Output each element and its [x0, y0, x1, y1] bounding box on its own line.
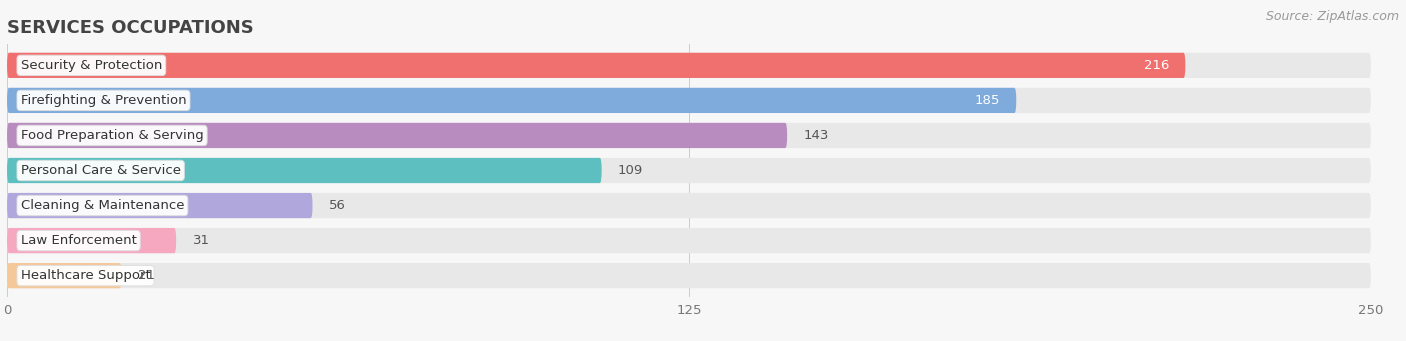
- Text: 143: 143: [803, 129, 830, 142]
- Text: Source: ZipAtlas.com: Source: ZipAtlas.com: [1265, 10, 1399, 23]
- Text: Firefighting & Prevention: Firefighting & Prevention: [21, 94, 186, 107]
- FancyBboxPatch shape: [7, 193, 312, 218]
- Text: Personal Care & Service: Personal Care & Service: [21, 164, 180, 177]
- Text: 21: 21: [138, 269, 155, 282]
- FancyBboxPatch shape: [7, 263, 121, 288]
- FancyBboxPatch shape: [7, 158, 1371, 183]
- FancyBboxPatch shape: [7, 193, 1371, 218]
- Text: 216: 216: [1143, 59, 1168, 72]
- Text: 56: 56: [329, 199, 346, 212]
- Text: Healthcare Support: Healthcare Support: [21, 269, 150, 282]
- Text: SERVICES OCCUPATIONS: SERVICES OCCUPATIONS: [7, 19, 253, 37]
- FancyBboxPatch shape: [7, 228, 176, 253]
- FancyBboxPatch shape: [7, 263, 1371, 288]
- Text: 109: 109: [619, 164, 644, 177]
- FancyBboxPatch shape: [7, 228, 1371, 253]
- Text: 31: 31: [193, 234, 209, 247]
- Text: 185: 185: [974, 94, 1000, 107]
- FancyBboxPatch shape: [7, 53, 1185, 78]
- FancyBboxPatch shape: [7, 88, 1017, 113]
- Text: Cleaning & Maintenance: Cleaning & Maintenance: [21, 199, 184, 212]
- Text: Law Enforcement: Law Enforcement: [21, 234, 136, 247]
- FancyBboxPatch shape: [7, 88, 1371, 113]
- FancyBboxPatch shape: [7, 53, 1371, 78]
- FancyBboxPatch shape: [7, 123, 787, 148]
- FancyBboxPatch shape: [7, 158, 602, 183]
- Text: Food Preparation & Serving: Food Preparation & Serving: [21, 129, 204, 142]
- FancyBboxPatch shape: [7, 123, 1371, 148]
- Text: Security & Protection: Security & Protection: [21, 59, 162, 72]
